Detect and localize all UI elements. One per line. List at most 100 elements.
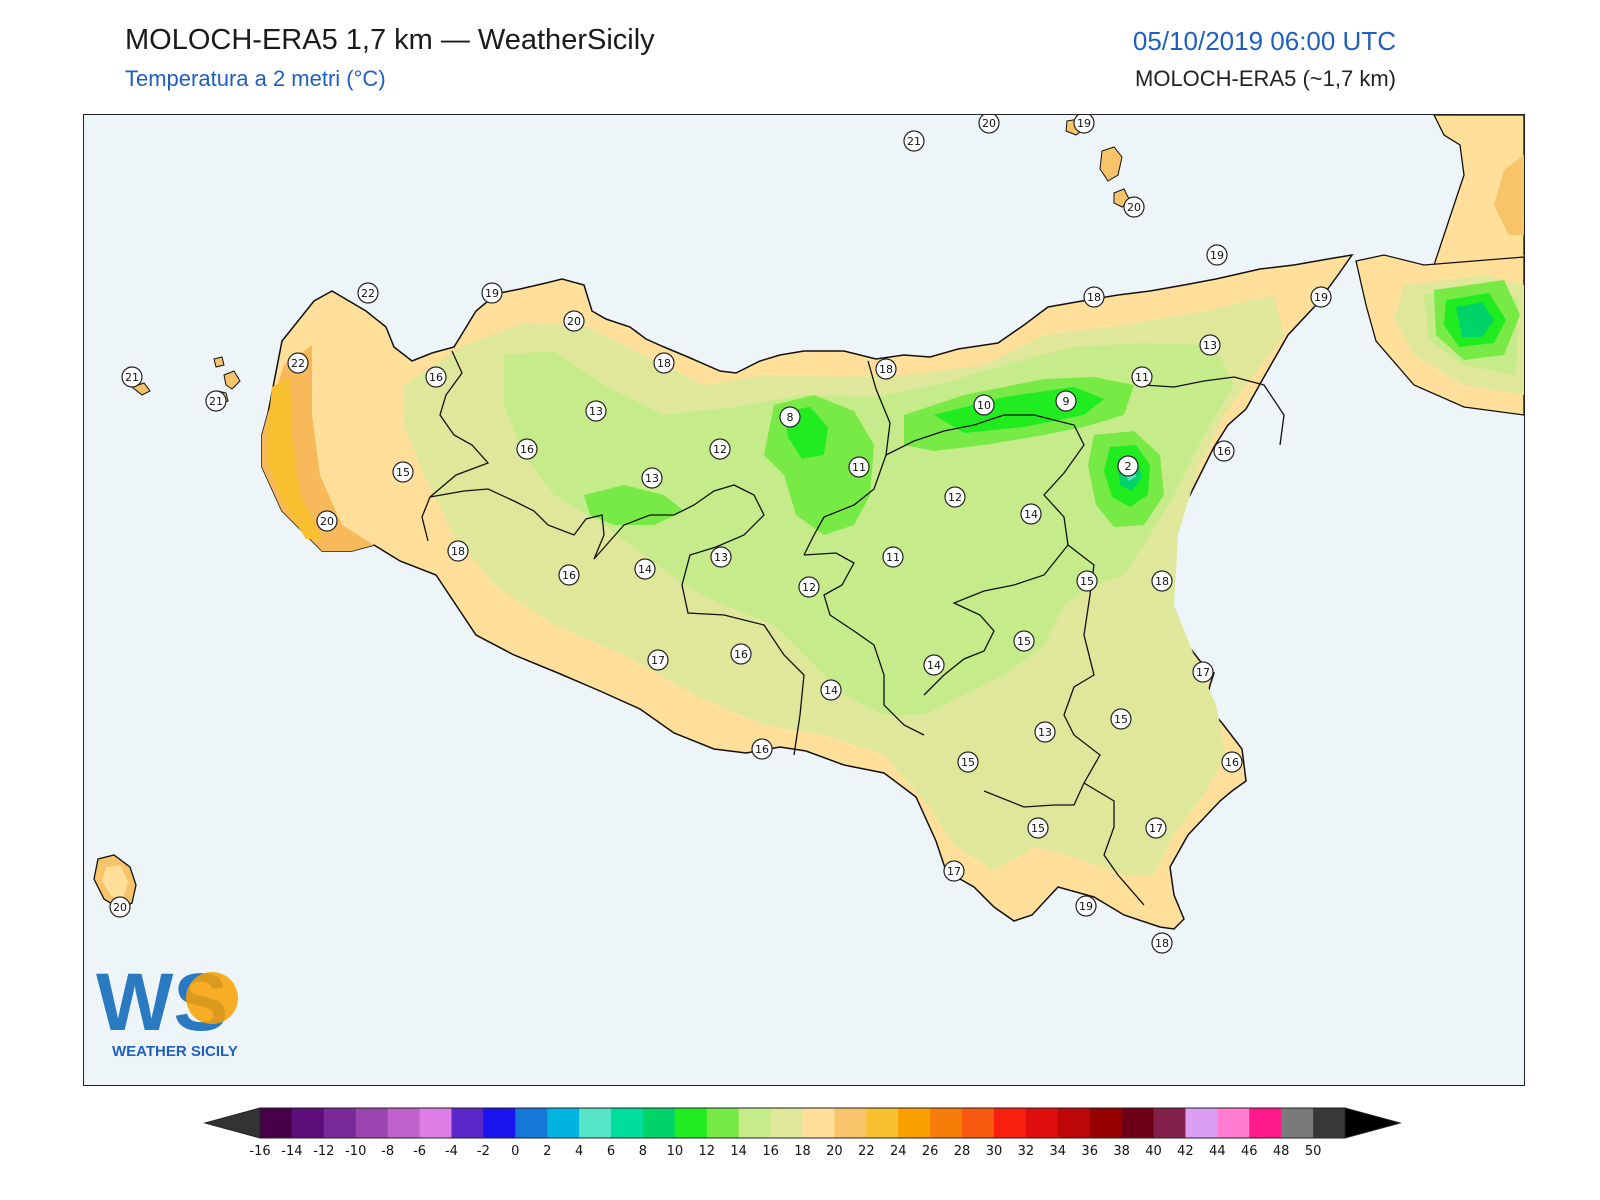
colorbar-swatch [1089,1108,1123,1138]
station-value: 2 [1125,460,1132,473]
colorbar-swatch [515,1108,548,1138]
station-value: 15 [1017,635,1031,648]
colorbar-swatch [611,1108,644,1138]
station-marker: 2 [1117,455,1139,477]
station-value: 14 [824,684,838,697]
station-marker: 14 [634,558,656,580]
colorbar-swatch [802,1108,835,1138]
station-value: 16 [1217,445,1231,458]
station-marker-circle [641,467,663,489]
colorbar-swatch [1185,1108,1218,1138]
colorbar-tick-label: -4 [445,1144,458,1159]
colorbar-swatch [291,1108,325,1138]
station-marker-circle [1020,503,1042,525]
station-marker: 16 [730,643,752,665]
colorbar-tick-label: -2 [477,1144,490,1159]
station-value: 9 [1063,395,1070,408]
station-value: 19 [485,287,499,300]
station-marker: 15 [1013,630,1035,652]
station-marker-circle [109,896,131,918]
colorbar-tick-label: -8 [381,1144,394,1159]
colorbar-under-arrow [203,1107,261,1139]
colorbar-tick-label: 38 [1113,1144,1130,1159]
calabria-landmass [1355,115,1524,416]
station-value: 18 [451,545,465,558]
temperature-map: 21 20 19 20 22 19 20 19 18 19 21 22 16 21 18 18 13 11 13 8 1… [83,114,1525,1086]
station-value: 11 [852,461,866,474]
station-marker: 13 [1034,721,1056,743]
station-marker: 8 [779,406,801,428]
colorbar-tick-label: 22 [858,1144,875,1159]
station-marker-circle [1110,708,1132,730]
station-value: 12 [802,581,816,594]
station-marker: 11 [848,456,870,478]
station-marker-circle [1076,570,1098,592]
colorbar-swatch [323,1108,357,1138]
map-canvas: 21 20 19 20 22 19 20 19 18 19 21 22 16 21 18 18 13 11 13 8 1… [84,115,1524,1085]
station-value: 18 [1155,575,1169,588]
logo-text: WEATHER SICILY [112,1043,238,1060]
map-subtitle: Temperatura a 2 metri (°C) [125,66,386,91]
station-value: 20 [982,117,996,130]
station-marker: 14 [923,654,945,676]
station-value: 11 [886,551,900,564]
station-marker: 17 [943,860,965,882]
station-marker-circle [1027,817,1049,839]
station-marker: 18 [653,352,675,374]
colorbar-swatch [355,1108,389,1138]
station-marker-circle [1123,196,1145,218]
colorbar-swatch [1313,1108,1346,1138]
station-marker-circle [1083,286,1105,308]
station-marker-circle [634,558,656,580]
station-marker: 11 [1131,366,1153,388]
station-value: 16 [562,569,576,582]
station-marker: 21 [205,390,227,412]
station-value: 16 [734,648,748,661]
station-markers: 21 20 19 20 22 19 20 19 18 19 21 22 16 21 18 18 13 11 13 8 1… [109,115,1332,954]
station-value: 22 [361,287,375,300]
station-marker: 20 [1123,196,1145,218]
colorbar-swatch [962,1108,995,1138]
station-marker-circle [1055,390,1077,412]
station-marker: 21 [121,366,143,388]
colorbar-tick-label: 4 [575,1144,583,1159]
station-value: 17 [947,865,961,878]
station-marker-circle [205,390,227,412]
station-marker: 18 [875,358,897,380]
station-value: 11 [1135,371,1149,384]
colorbar-swatch [898,1108,931,1138]
station-marker-circle [1310,286,1332,308]
station-value: 20 [567,315,581,328]
colorbar-tick-label: 34 [1050,1144,1067,1159]
station-marker: 12 [709,438,731,460]
station-marker-circle [653,352,675,374]
station-marker-circle [1151,932,1173,954]
station-marker: 15 [1076,570,1098,592]
station-value: 16 [1225,756,1239,769]
station-marker: 20 [109,896,131,918]
station-value: 17 [651,654,665,667]
station-marker-circle [882,546,904,568]
station-marker-circle [875,358,897,380]
colorbar-tick-label: 10 [667,1144,684,1159]
station-marker-circle [1013,630,1035,652]
colorbar-tick-label: 8 [639,1144,647,1159]
station-value: 8 [787,411,794,424]
colorbar-swatch [483,1108,516,1138]
colorbar-swatch [1249,1108,1282,1138]
station-value: 20 [113,901,127,914]
station-marker: 13 [585,400,607,422]
station-value: 13 [1203,339,1217,352]
station-marker-circle [563,310,585,332]
model-name: MOLOCH-ERA5 (~1,7 km) [1135,66,1396,91]
colorbar-swatch [387,1108,421,1138]
map-title: MOLOCH-ERA5 1,7 km — WeatherSicily [125,24,655,56]
station-value: 15 [1114,713,1128,726]
station-value: 21 [209,395,223,408]
weather-sicily-logo: WS WEATHER SICILY [96,957,238,1060]
station-marker-circle [425,366,447,388]
station-marker-circle [779,406,801,428]
station-value: 14 [638,563,652,576]
station-value: 18 [657,357,671,370]
colorbar-tick-label: 50 [1305,1144,1322,1159]
